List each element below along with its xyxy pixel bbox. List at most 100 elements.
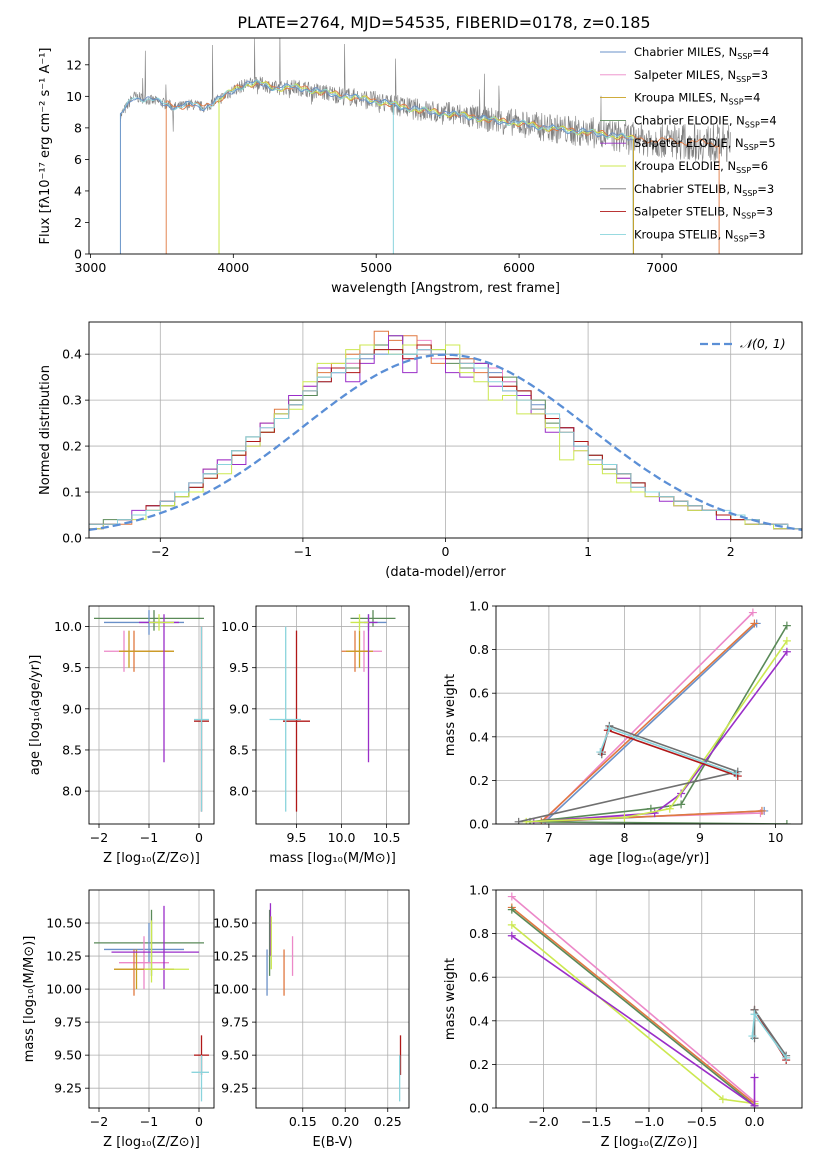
y-tick-label: 10.0: [54, 619, 82, 634]
errorbar-point: [111, 905, 199, 990]
legend-label: Salpeter STELIB, NSSP=3: [634, 205, 773, 221]
x-tick-label: 10.0: [328, 830, 356, 845]
y-tick-label: 8.0: [62, 784, 82, 799]
histogram-series-line: [89, 349, 802, 530]
x-tick-label: −1: [140, 830, 158, 845]
axes-mass_vs_Z: −2 −1 0 9.25 9.50 9.75 10.00 10.25 10.50 Z [log₁₀…: [22, 889, 215, 1150]
model-spectrum-line: [119, 80, 634, 254]
model-spectrum-line: [218, 80, 634, 254]
axes-frame: [88, 37, 803, 255]
axes-mass_weight_vs_age: 7 8 9 10 0.0 0.2 0.4 0.6 0.8 1.0 age [log₁₀(age/yr…: [443, 599, 803, 866]
axes-mass_vs_ebv: 0.15 0.20 0.25 9.25 9.50 9.75 10.00 10.25 10.50 E…: [213, 889, 410, 1150]
y-tick-label: 8.5: [62, 742, 82, 757]
y-tick-label: 0.0: [469, 1101, 489, 1116]
y-tick-label: 0: [74, 247, 82, 262]
axes-age_vs_Z: −2 −1 0 8.0 8.5 9.0 9.5 10.0 Z [log₁₀(Z/Z⊙)] age …: [28, 605, 215, 866]
x-tick-label: 8: [620, 830, 628, 845]
y-tick-label: 0.0: [62, 531, 82, 546]
x-axis-label: (data-model)/error: [385, 565, 506, 580]
plus-marker: [782, 636, 791, 645]
x-axis-label: Z [log₁₀(Z/Z⊙)]: [601, 1135, 698, 1150]
plus-marker: [782, 820, 791, 824]
axes-frame: [88, 889, 215, 1109]
x-tick-label: 6000: [503, 260, 535, 275]
x-axis-label: wavelength [Angstrom, rest frame]: [331, 281, 560, 296]
y-tick-label: 10.00: [213, 982, 249, 997]
x-tick-label: 0.25: [374, 1114, 402, 1129]
y-tick-label: 0.6: [469, 686, 489, 701]
plus-marker: [605, 724, 614, 733]
plot-area: [119, 38, 731, 254]
y-tick-label: 0.3: [62, 393, 82, 408]
legend: Chabrier MILES, NSSP=4 Salpeter MILES, NS…: [600, 45, 777, 243]
x-tick-label: 0.0: [745, 1114, 765, 1129]
y-tick-label: 10: [66, 89, 82, 104]
x-tick-label: 3000: [75, 260, 107, 275]
errorbar-point: [269, 626, 301, 812]
legend: 𝒩(0, 1): [700, 336, 786, 351]
plot-area: [507, 892, 791, 1108]
y-tick-label: 0.2: [469, 773, 489, 788]
legend-label: Kroupa ELODIE, NSSP=6: [634, 159, 768, 175]
x-tick-label: 7: [545, 830, 553, 845]
mass-weight-series-line: [511, 908, 756, 1107]
plot-area: [514, 608, 791, 824]
mass-weight-series-line: [542, 622, 765, 823]
mass-weight-series-line: [529, 625, 788, 824]
y-tick-label: 0.1: [62, 485, 82, 500]
mass-weight-series-line: [511, 906, 756, 1105]
errorbar-point: [364, 614, 378, 763]
x-tick-label: −2: [90, 830, 108, 845]
plus-marker: [507, 920, 516, 929]
x-tick-label: 0: [195, 830, 203, 845]
x-tick-label: 5000: [360, 260, 392, 275]
plus-marker: [514, 817, 523, 824]
y-tick-label: 0.2: [469, 1057, 489, 1072]
plus-marker: [522, 817, 531, 824]
legend-label: Kroupa STELIB, NSSP=3: [634, 227, 765, 243]
axes-frame: [255, 605, 410, 825]
plot-area: [94, 905, 209, 1102]
errorbar-point: [194, 626, 209, 812]
errorbar-point: [119, 630, 174, 668]
axes-frame: [495, 605, 803, 825]
x-axis-label: age [log₁₀(age/yr)]: [589, 851, 710, 866]
observed-spectrum-line: [120, 38, 731, 163]
errorbar-point: [191, 1055, 209, 1102]
x-tick-label: −1: [140, 1114, 158, 1129]
axes-frame: [88, 605, 215, 825]
y-tick-label: 9.5: [62, 660, 82, 675]
mass-weight-series-line: [533, 651, 788, 823]
plus-marker: [620, 813, 629, 822]
y-tick-label: 0.6: [469, 970, 489, 985]
x-tick-label: 0: [195, 1114, 203, 1129]
x-tick-label: 9: [696, 830, 704, 845]
x-tick-label: 9.5: [287, 830, 307, 845]
plot-area: [94, 610, 209, 812]
axes-age_vs_mass: 9.5 10.0 10.5 8.0 8.5 9.0 9.5 10.0 mass [log₁₀(M…: [221, 605, 410, 866]
x-tick-label: 1: [584, 544, 592, 559]
x-tick-label: −2.0: [528, 1114, 558, 1129]
legend-label: Chabrier MILES, NSSP=4: [634, 45, 769, 61]
plus-marker: [596, 748, 605, 757]
y-tick-label: 2: [74, 215, 82, 230]
x-axis-label: Z [log₁₀(Z/Z⊙)]: [103, 851, 200, 866]
mass-weight-series-line: [753, 1007, 787, 1057]
x-tick-label: −1: [294, 544, 312, 559]
figure-title: PLATE=2764, MJD=54535, FIBERID=0178, z=0…: [237, 13, 650, 32]
y-axis-label: mass weight: [443, 674, 458, 756]
x-tick-label: −2: [151, 544, 169, 559]
y-tick-label: 10.50: [213, 916, 249, 931]
plus-marker: [507, 905, 516, 914]
legend-label: Salpeter MILES, NSSP=3: [634, 68, 768, 84]
y-tick-label: 12: [66, 57, 82, 72]
errorbar-point: [283, 630, 310, 812]
plot-area: [269, 610, 396, 812]
y-tick-label: 0.0: [469, 817, 489, 832]
y-axis-label: Flux [fλ10⁻¹⁷ erg cm⁻² s⁻¹ A⁻¹]: [38, 48, 53, 245]
plus-marker: [750, 1101, 759, 1108]
plus-marker: [677, 800, 686, 809]
axes-frame: [495, 889, 803, 1109]
plot-area: [266, 903, 402, 1102]
plus-marker: [732, 769, 741, 778]
